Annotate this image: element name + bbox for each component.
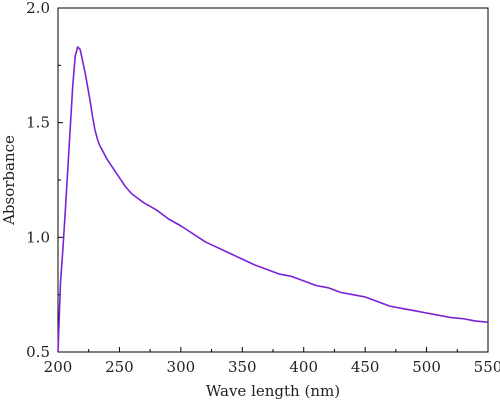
x-tick-label: 500 <box>412 358 441 376</box>
y-axis-title: Absorbance <box>0 135 18 226</box>
x-tick-label: 450 <box>351 358 380 376</box>
x-axis-ticks: 200 250 300 350 400 450 500 550 <box>44 347 500 376</box>
x-tick-label: 400 <box>289 358 318 376</box>
plot-border <box>57 7 489 353</box>
x-tick-label: 300 <box>167 358 196 376</box>
x-tick-label: 250 <box>105 358 134 376</box>
x-tick-label: 550 <box>474 358 500 376</box>
x-tick-label: 200 <box>44 358 73 376</box>
absorbance-line <box>57 46 489 353</box>
y-tick-label: 1.0 <box>26 228 50 246</box>
x-axis-title: Wave length (nm) <box>206 382 340 400</box>
series-layer <box>57 46 489 353</box>
y-tick-label: 0.5 <box>26 343 50 361</box>
plot-frame <box>57 7 489 353</box>
y-axis-ticks: 0.5 1.0 1.5 2.0 <box>26 0 63 361</box>
x-tick-label: 350 <box>228 358 257 376</box>
y-tick-label: 2.0 <box>26 0 50 17</box>
y-tick-label: 1.5 <box>26 114 50 132</box>
